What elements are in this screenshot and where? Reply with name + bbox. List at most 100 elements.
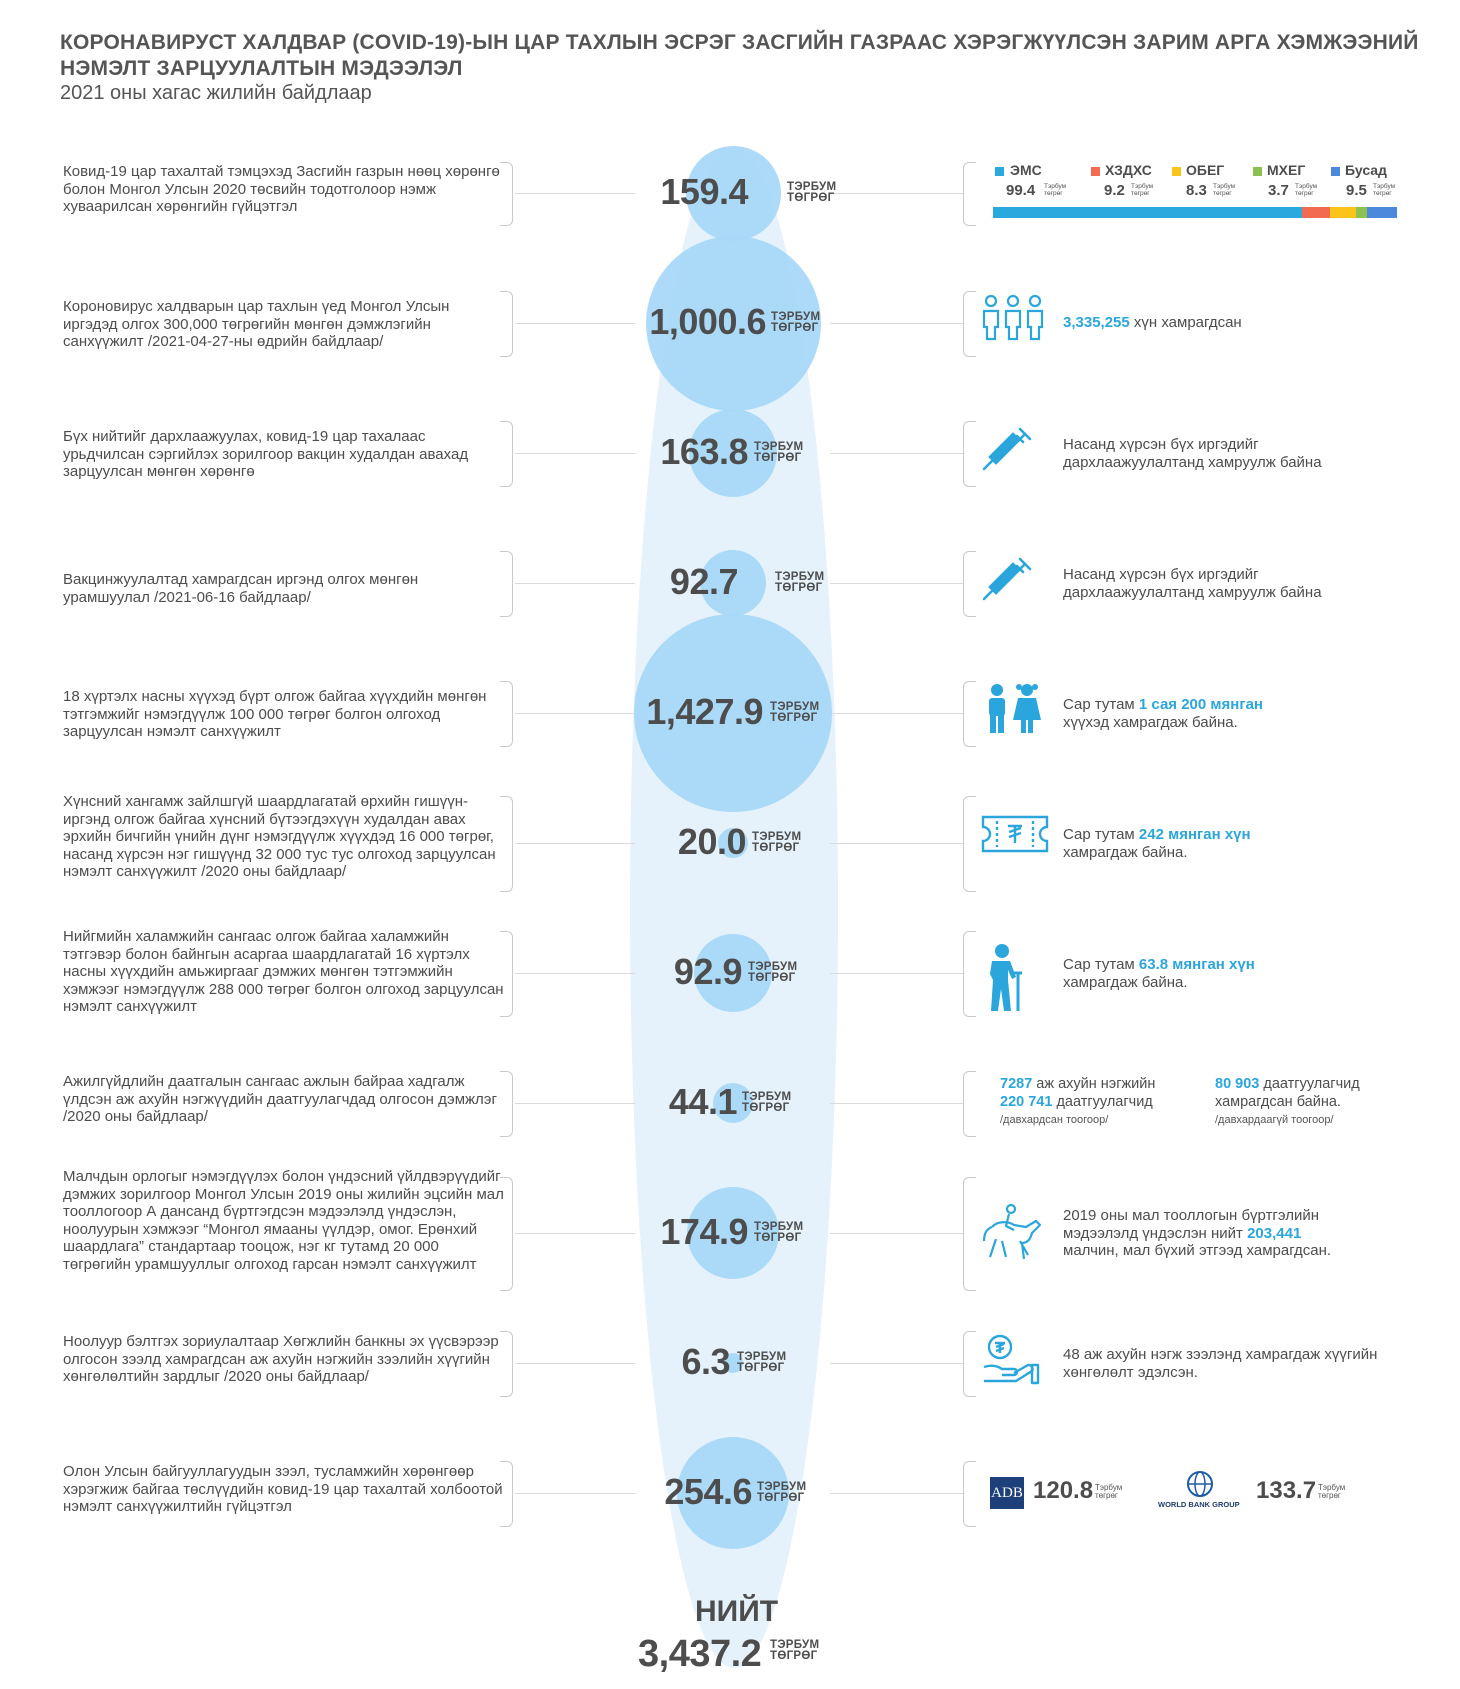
legend-swatch-mheg xyxy=(1253,167,1262,176)
measure-description: Хүнсний хангамж зайлшгүй шаардлагатай өр… xyxy=(63,793,496,880)
insurance-insured: 220 741 даатгуулагчид xyxy=(1000,1094,1153,1110)
page-title: КОРОНАВИРУСТ ХАЛДВАР (COVID-19)-ЫН ЦАР Т… xyxy=(60,31,1419,80)
connector-line xyxy=(830,843,963,844)
legend-swatch-obeg xyxy=(1172,167,1181,176)
value-bubble xyxy=(685,145,781,241)
amount-unit: ТЭРБУМ ТӨГРӨГ xyxy=(737,1351,787,1374)
wb-unit: Тэрбум төгрөг xyxy=(1318,1483,1346,1500)
budget-stacked-bar xyxy=(993,207,1397,218)
syringe-icon xyxy=(980,423,1036,484)
connector-line xyxy=(515,453,635,454)
amount-value: 6.3 xyxy=(681,1341,730,1382)
amount-value: 92.7 xyxy=(669,561,739,602)
legend-unit: Тэрбум төгрөг xyxy=(1295,183,1318,197)
right-bracket xyxy=(963,681,976,747)
world-bank-logo: WORLD BANK GROUP xyxy=(1158,1470,1248,1510)
adb-logo: ADB xyxy=(990,1477,1024,1509)
left-bracket xyxy=(500,1071,513,1137)
measure-description: 18 хүртэлх насны хүүхэд бүрт олгож байга… xyxy=(63,688,487,740)
right-bracket xyxy=(963,1331,976,1397)
coin-hand-icon xyxy=(980,1333,1040,1390)
total-unit: ТЭРБУМ ТӨГРӨГ xyxy=(770,1639,820,1662)
right-bracket xyxy=(963,551,976,617)
amount-unit: ТЭРБУМ ТӨГРӨГ xyxy=(757,1481,807,1504)
measure-description: Олон Улсын байгууллагуудын зээл, тусламж… xyxy=(63,1463,503,1515)
connector-line xyxy=(515,583,635,584)
insurance-covered: хамрагдсан байна. xyxy=(1215,1094,1341,1110)
bar-segment xyxy=(1301,207,1331,218)
legend-value-ems: 99.4 xyxy=(1006,182,1036,199)
impact-text: Насанд хүрсэн бүх иргэдийг дархлаажуулал… xyxy=(1063,436,1322,471)
left-bracket xyxy=(500,796,513,892)
legend-value-hzdhs: 9.2 xyxy=(1104,182,1125,199)
legend-swatch-busad xyxy=(1331,167,1340,176)
insurance-note-unique: /давхардаагүй тоогоор/ xyxy=(1215,1114,1334,1126)
page-subtitle: 2021 оны хагас жилийн байдлаар xyxy=(60,82,372,104)
measure-description: Вакцинжуулалтад хамрагдсан иргэнд олгох … xyxy=(63,571,419,606)
legend-label-busad: Бусад xyxy=(1345,162,1387,178)
voucher-icon xyxy=(980,813,1050,860)
syringe-icon xyxy=(980,553,1036,614)
legend-swatch-ems xyxy=(995,167,1004,176)
amount-unit: ТЭРБУМ ТӨГРӨГ xyxy=(787,181,837,204)
right-bracket xyxy=(963,421,976,487)
connector-line xyxy=(515,1363,635,1364)
left-bracket xyxy=(500,1177,513,1291)
connector-line xyxy=(830,583,963,584)
amount-value: 163.8 xyxy=(660,431,748,472)
connector-line xyxy=(830,1233,963,1234)
legend-value-busad: 9.5 xyxy=(1346,182,1367,199)
bar-segment xyxy=(1367,207,1397,218)
legend-label-hzdhs: ХЗДХС xyxy=(1105,162,1152,178)
legend-label-ems: ЭМС xyxy=(1010,162,1042,178)
left-bracket xyxy=(500,1331,513,1397)
value-bubble xyxy=(645,235,821,411)
measure-description: Нийгмийн халамжийн сангаас олгож байгаа … xyxy=(63,928,504,1015)
insurance-unique: 80 903 даатгуулагчид xyxy=(1215,1076,1360,1092)
left-bracket xyxy=(500,551,513,617)
legend-unit: Тэрбум төгрөг xyxy=(1213,183,1236,197)
right-bracket xyxy=(963,291,976,357)
measure-description: Ноолуур бэлтгэх зориулалтаар Хөгжлийн ба… xyxy=(63,1333,499,1385)
insurance-note-dup: /давхардсан тоогоор/ xyxy=(1000,1114,1109,1126)
connector-line xyxy=(830,1363,963,1364)
measure-description: Ковид-19 цар тахалтай тэмцэхэд Засгийн г… xyxy=(63,163,500,215)
right-bracket xyxy=(963,931,976,1017)
impact-text: 3,335,255 хүн хамрагдсан xyxy=(1063,314,1242,331)
amount-unit: ТЭРБУМ ТӨГРӨГ xyxy=(748,961,798,984)
right-bracket xyxy=(963,1461,976,1527)
amount-value: 254.6 xyxy=(664,1471,752,1512)
left-bracket xyxy=(500,1461,513,1527)
connector-line xyxy=(830,323,963,324)
impact-text: Сар тутам 63.8 мянган хүн хамрагдаж байна… xyxy=(1063,956,1255,991)
value-bubble xyxy=(723,1353,743,1373)
world-bank-label: WORLD BANK GROUP xyxy=(1158,1500,1240,1509)
impact-text: 48 аж ахуйн нэгж зээлэнд хамрагдаж хүүги… xyxy=(1063,1346,1378,1381)
left-bracket xyxy=(500,681,513,747)
amount-value: 1,000.6 xyxy=(649,301,766,342)
connector-line xyxy=(515,973,635,974)
legend-unit: Тэрбум төгрөг xyxy=(1373,183,1396,197)
impact-text: Сар тутам 242 мянган хүн хамрагдаж байна. xyxy=(1063,826,1251,861)
impact-text: Сар тутам 1 сая 200 мянган хүүхэд хамрагд… xyxy=(1063,696,1263,731)
connector-line xyxy=(830,1103,963,1104)
value-bubble xyxy=(694,934,772,1012)
connector-line xyxy=(515,1233,635,1234)
measure-description: Ажилгүйдлийн даатгалын сангаас ажлын бай… xyxy=(63,1073,497,1125)
amount-value: 159.4 xyxy=(660,171,748,212)
value-bubble xyxy=(713,1083,753,1123)
left-bracket xyxy=(500,931,513,1017)
horse-rider-icon xyxy=(980,1203,1050,1270)
right-bracket xyxy=(963,1177,976,1291)
connector-line xyxy=(830,453,963,454)
adb-unit: Тэрбум төгрөг xyxy=(1095,1483,1123,1500)
connector-line xyxy=(830,193,963,194)
right-bracket xyxy=(963,796,976,892)
connector-line xyxy=(515,1493,635,1494)
legend-label-mheg: МХЕГ xyxy=(1267,162,1306,178)
bar-segment xyxy=(1330,207,1356,218)
children-icon xyxy=(980,683,1046,740)
connector-line xyxy=(830,973,963,974)
globe-icon xyxy=(1187,1471,1213,1497)
connector-line xyxy=(515,1103,635,1104)
